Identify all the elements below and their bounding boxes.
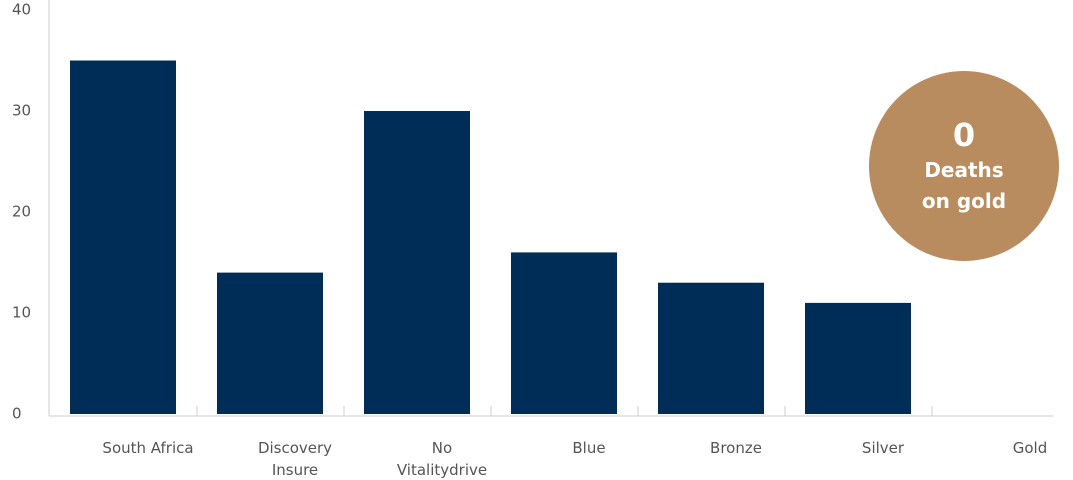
annotation-number: 0 [952,116,976,154]
y-tick-label: 40 [12,1,31,19]
bar [511,252,617,414]
x-tick-label: No Vitalitydrive [396,439,488,479]
x-tick-label: South Africa [102,439,194,457]
y-tick-label: 20 [12,203,31,221]
x-tick-label: Silver [861,439,905,457]
bar [217,272,323,414]
annotation-text: Deaths on gold [921,158,1007,213]
bar [658,282,764,414]
y-tick-label: 0 [12,405,22,423]
x-tick-label: Discovery Insure [257,439,333,479]
x-tick-label: Bronze [710,439,762,457]
y-tick-label: 10 [12,304,31,322]
bar [70,60,176,414]
x-tick-label: Blue [572,439,606,457]
x-tick-label: Gold [1012,439,1048,457]
bar [805,302,911,414]
bar [364,111,470,414]
y-tick-label: 30 [12,102,31,120]
annotation-badge: 0 Deaths on gold [869,71,1059,261]
